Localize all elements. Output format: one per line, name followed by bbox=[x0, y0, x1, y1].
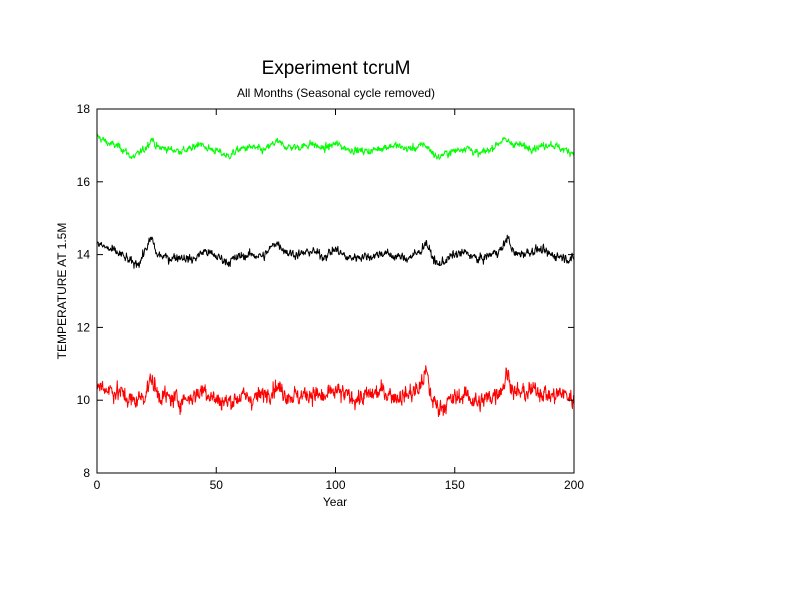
y-tick-label: 16 bbox=[77, 175, 91, 189]
x-tick-label: 100 bbox=[325, 478, 345, 492]
chart-subtitle: All Months (Seasonal cycle removed) bbox=[237, 86, 435, 100]
plot-frame bbox=[96, 108, 575, 474]
series-line-1 bbox=[96, 133, 575, 160]
chart-title: Experiment tcruM bbox=[262, 58, 411, 79]
axis-ticks: 0 50 100 150 200 8 10 12 14 16 18 bbox=[77, 102, 585, 492]
x-tick-label: 0 bbox=[94, 478, 101, 492]
y-tick-label: 10 bbox=[77, 393, 91, 407]
y-axis-label: TEMPERATURE AT 1.5M bbox=[55, 223, 69, 360]
y-tick-label: 8 bbox=[83, 466, 90, 480]
series-line-3 bbox=[96, 365, 575, 418]
x-axis-label: Year bbox=[323, 495, 347, 509]
x-tick-label: 50 bbox=[210, 478, 224, 492]
y-tick-label: 14 bbox=[77, 248, 91, 262]
y-tick-label: 12 bbox=[77, 320, 91, 334]
y-tick-label: 18 bbox=[77, 102, 91, 116]
x-tick-label: 200 bbox=[564, 478, 584, 492]
x-tick-label: 150 bbox=[445, 478, 465, 492]
series-line-2 bbox=[96, 234, 575, 269]
plot-series bbox=[96, 133, 575, 418]
